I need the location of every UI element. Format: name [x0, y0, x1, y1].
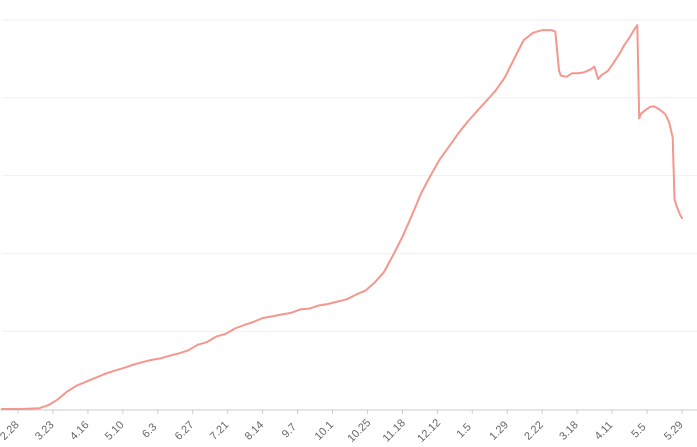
x-tick-label: 10.25 [345, 417, 373, 442]
x-tick-label: 1.5 [455, 421, 474, 440]
x-tick-label: 6.3 [140, 421, 159, 440]
x-tick-labels: 2.28 3.23 4.16 5.10 6.3 6.27 7.21 8.14 9.7 10.1 10… [0, 417, 686, 445]
x-tick-label: 8.14 [243, 419, 267, 442]
x-tick-label: 4.16 [68, 419, 92, 442]
series-line [1, 24, 683, 410]
series-layer [1, 24, 683, 410]
x-tick-label: 1.29 [487, 419, 511, 442]
x-tick-label: 3.18 [557, 419, 581, 442]
x-tick-label: 10.1 [313, 419, 337, 442]
x-tick-label: 5.10 [103, 419, 127, 442]
x-tick-label: 7.21 [208, 419, 232, 442]
x-tick-label: 11.18 [381, 417, 408, 442]
x-tick-label: 9.7 [280, 421, 299, 440]
x-tick-label: 2.22 [522, 419, 546, 442]
x-tick-label: 2.28 [0, 419, 22, 442]
x-tick-label: 6.27 [173, 419, 197, 442]
grid-lines [2, 19, 697, 332]
x-tick-label: 3.23 [33, 419, 57, 442]
x-tick-label: 4.11 [592, 419, 615, 442]
x-tick-label: 5.5 [629, 421, 648, 440]
x-tick-label: 12.12 [415, 417, 443, 442]
x-tick-label: 5.29 [662, 419, 686, 442]
x-axis [0, 409, 697, 414]
